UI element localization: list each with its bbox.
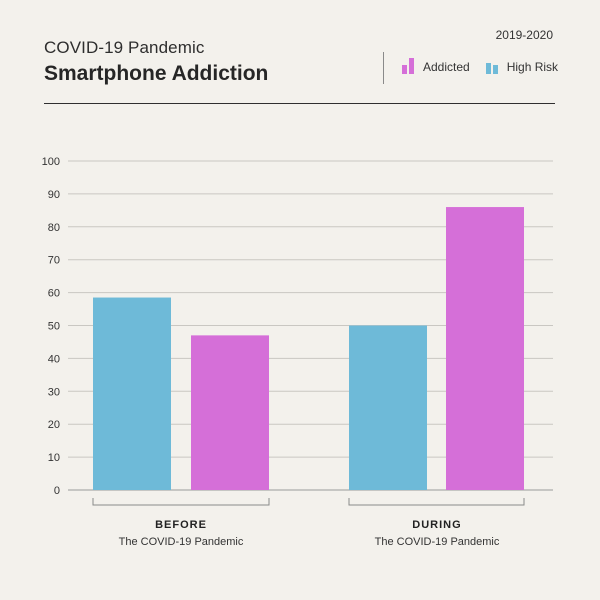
legend-divider (383, 52, 384, 84)
bar-chart-icon (485, 63, 500, 74)
category-bracket (348, 498, 525, 506)
legend-item-addicted: Addicted (402, 58, 470, 74)
y-tick-label: 100 (42, 156, 60, 168)
y-tick-label: 90 (48, 189, 60, 201)
bar-high-risk (93, 297, 171, 490)
legend: Addicted High Risk (402, 58, 574, 74)
category-before: BEFORE The COVID-19 Pandemic (91, 519, 271, 548)
category-sublabel-during: The COVID-19 Pandemic (374, 536, 500, 548)
category-label-during: DURING (412, 519, 462, 531)
bar-chart-icon (402, 58, 416, 74)
y-tick-label: 10 (48, 452, 60, 464)
header-rule (44, 103, 555, 104)
y-tick-label: 30 (48, 386, 60, 398)
y-tick-label: 70 (48, 255, 60, 267)
legend-item-high-risk: High Risk (485, 60, 559, 74)
page-title: Smartphone Addiction (44, 62, 269, 85)
y-tick-label: 80 (48, 222, 60, 234)
y-tick-label: 50 (48, 321, 60, 333)
legend-label-addicted: Addicted (423, 60, 470, 74)
header-subtitle: COVID-19 Pandemic (44, 38, 205, 57)
date-range: 2019-2020 (495, 28, 553, 42)
bar-addicted (191, 335, 269, 490)
legend-label-high-risk: High Risk (506, 60, 559, 74)
category-bracket (92, 498, 270, 506)
category-label-before: BEFORE (155, 519, 207, 531)
bar-high-risk (349, 325, 427, 490)
y-tick-label: 20 (48, 419, 60, 431)
y-tick-label: 60 (48, 288, 60, 300)
category-during: DURING The COVID-19 Pandemic (347, 519, 527, 548)
y-tick-label: 40 (48, 353, 60, 365)
bar-addicted (446, 207, 524, 490)
category-sublabel-before: The COVID-19 Pandemic (118, 536, 244, 548)
y-tick-label: 0 (54, 485, 60, 497)
